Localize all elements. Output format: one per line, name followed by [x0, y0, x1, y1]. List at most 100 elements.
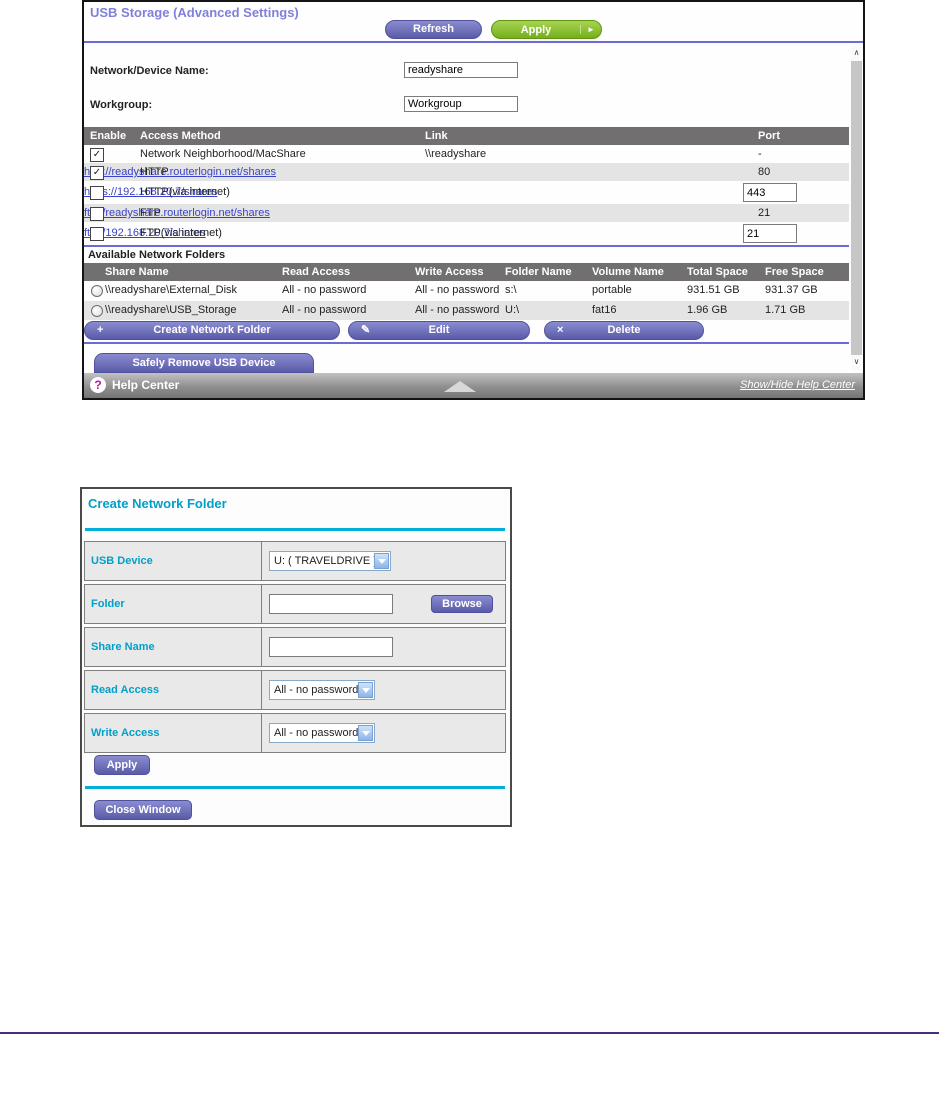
pencil-icon: ✎: [361, 324, 371, 336]
folders-table-header: Share Name Read Access Write Access Fold…: [84, 263, 849, 281]
select-value: U: ( TRAVELDRIVE ): [274, 555, 377, 567]
apply-button-label: Apply: [520, 23, 552, 36]
enable-checkbox[interactable]: [90, 227, 104, 241]
volume-name-cell: fat16: [592, 304, 617, 316]
row-divider: [261, 628, 262, 666]
usb-storage-panel: USB Storage (Advanced Settings) Refresh …: [82, 0, 865, 400]
bottom-section-rule: [84, 342, 849, 344]
usb-device-label: USB Device: [91, 555, 153, 567]
delete-button[interactable]: × Delete: [544, 321, 704, 340]
port-input[interactable]: [743, 224, 797, 243]
folders-section-title: Available Network Folders: [88, 249, 226, 261]
folder-label: Folder: [91, 598, 125, 610]
help-icon[interactable]: ?: [90, 377, 106, 393]
page-title: USB Storage (Advanced Settings): [90, 5, 299, 20]
share-name-input[interactable]: [269, 637, 393, 657]
write-access-cell: All - no password: [415, 284, 500, 296]
apply-button[interactable]: Apply ►: [491, 20, 602, 39]
table-row: FTP(via internet) ftp://192.168.20.7/sha…: [84, 222, 849, 245]
safely-remove-usb-button[interactable]: Safely Remove USB Device: [94, 353, 314, 373]
select-value: All - no password: [274, 727, 359, 739]
table-row: ✓ Network Neighborhood/MacShare \\readys…: [84, 145, 849, 163]
read-access-label: Read Access: [91, 684, 160, 696]
page-footer-rule: [0, 1032, 939, 1034]
port-input[interactable]: [743, 183, 797, 202]
read-access-select[interactable]: All - no password: [269, 680, 375, 700]
share-radio[interactable]: [91, 305, 103, 317]
share-link[interactable]: https://192.168.20.7/shares: [84, 186, 218, 198]
collapse-arrow-icon[interactable]: [444, 381, 476, 392]
column-header-total-space: Total Space: [687, 266, 748, 278]
write-access-label: Write Access: [91, 727, 160, 739]
network-device-name-input[interactable]: [404, 62, 518, 78]
plus-icon: +: [97, 324, 104, 336]
usb-device-select[interactable]: U: ( TRAVELDRIVE ): [269, 551, 391, 571]
folder-name-cell: U:\: [505, 304, 520, 316]
enable-checkbox[interactable]: ✓: [90, 166, 104, 180]
column-header-read-access: Read Access: [282, 266, 351, 278]
enable-checkbox[interactable]: ✓: [90, 148, 104, 162]
share-link[interactable]: ftp://192.168.20.7/shares: [84, 227, 206, 239]
delete-label: Delete: [607, 324, 641, 336]
table-row: HTTP(via internet) https://192.168.20.7/…: [84, 181, 849, 204]
read-access-cell: All - no password: [282, 284, 367, 296]
write-access-cell: All - no password: [415, 304, 500, 316]
column-header-enable: Enable: [90, 130, 127, 142]
share-link[interactable]: http://readyshare.routerlogin.net/shares: [84, 166, 277, 178]
read-access-cell: All - no password: [282, 304, 367, 316]
scroll-up-button[interactable]: ∧: [851, 46, 862, 61]
link-cell: \\readyshare: [425, 148, 487, 160]
port-cell: -: [758, 148, 762, 160]
enable-checkbox[interactable]: [90, 186, 104, 200]
top-rule: [84, 41, 863, 43]
refresh-button[interactable]: Refresh: [385, 20, 482, 39]
folder-input[interactable]: [269, 594, 393, 614]
network-device-name-label: Network/Device Name:: [90, 65, 209, 77]
scroll-track[interactable]: [851, 61, 862, 355]
access-table-header: Enable Access Method Link Port: [84, 127, 849, 145]
port-cell: 21: [758, 207, 771, 219]
row-divider: [261, 671, 262, 709]
close-window-button[interactable]: Close Window: [94, 800, 192, 820]
edit-button[interactable]: ✎ Edit: [348, 321, 530, 340]
scrollbar: ∧ ∨: [851, 46, 862, 370]
column-header-port: Port: [758, 130, 780, 142]
share-radio[interactable]: [91, 285, 103, 297]
folder-name-cell: s:\: [505, 284, 517, 296]
row-divider: [261, 585, 262, 623]
share-name-label: Share Name: [91, 641, 155, 653]
workgroup-input[interactable]: [404, 96, 518, 112]
total-space-cell: 1.96 GB: [687, 304, 728, 316]
browse-button[interactable]: Browse: [431, 595, 493, 613]
share-link[interactable]: ftp://readyshare.routerlogin.net/shares: [84, 207, 270, 219]
help-center-bar: ? Help Center Show/Hide Help Center: [84, 373, 863, 398]
scroll-down-button[interactable]: ∨: [851, 355, 862, 370]
usb-device-row: USB Device U: ( TRAVELDRIVE ): [84, 541, 506, 581]
dialog-rule-top: [85, 528, 505, 531]
dialog-apply-button[interactable]: Apply: [94, 755, 150, 775]
folder-row: Folder Browse: [84, 584, 506, 624]
read-access-row: Read Access All - no password: [84, 670, 506, 710]
access-method-cell: Network Neighborhood/MacShare: [140, 148, 306, 160]
dropdown-arrow-icon: [358, 725, 373, 741]
show-hide-help-link[interactable]: Show/Hide Help Center: [740, 379, 855, 391]
share-name-cell: \\readyshare\External_Disk: [105, 284, 238, 296]
volume-name-cell: portable: [592, 284, 632, 296]
column-header-write-access: Write Access: [415, 266, 484, 278]
free-space-cell: 1.71 GB: [765, 304, 806, 316]
column-header-share-name: Share Name: [105, 266, 169, 278]
share-name-row: Share Name: [84, 627, 506, 667]
write-access-select[interactable]: All - no password: [269, 723, 375, 743]
dialog-rule-bottom: [85, 786, 505, 789]
free-space-cell: 931.37 GB: [765, 284, 818, 296]
dropdown-arrow-icon: [358, 682, 373, 698]
table-row: ✓ HTTP http://readyshare.routerlogin.net…: [84, 163, 849, 181]
access-method-cell: HTTP: [140, 166, 169, 178]
column-header-folder-name: Folder Name: [505, 266, 572, 278]
enable-checkbox[interactable]: [90, 207, 104, 221]
help-center-label: Help Center: [112, 378, 180, 392]
create-network-folder-button[interactable]: + Create Network Folder: [84, 321, 340, 340]
column-header-volume-name: Volume Name: [592, 266, 664, 278]
edit-label: Edit: [428, 324, 450, 336]
